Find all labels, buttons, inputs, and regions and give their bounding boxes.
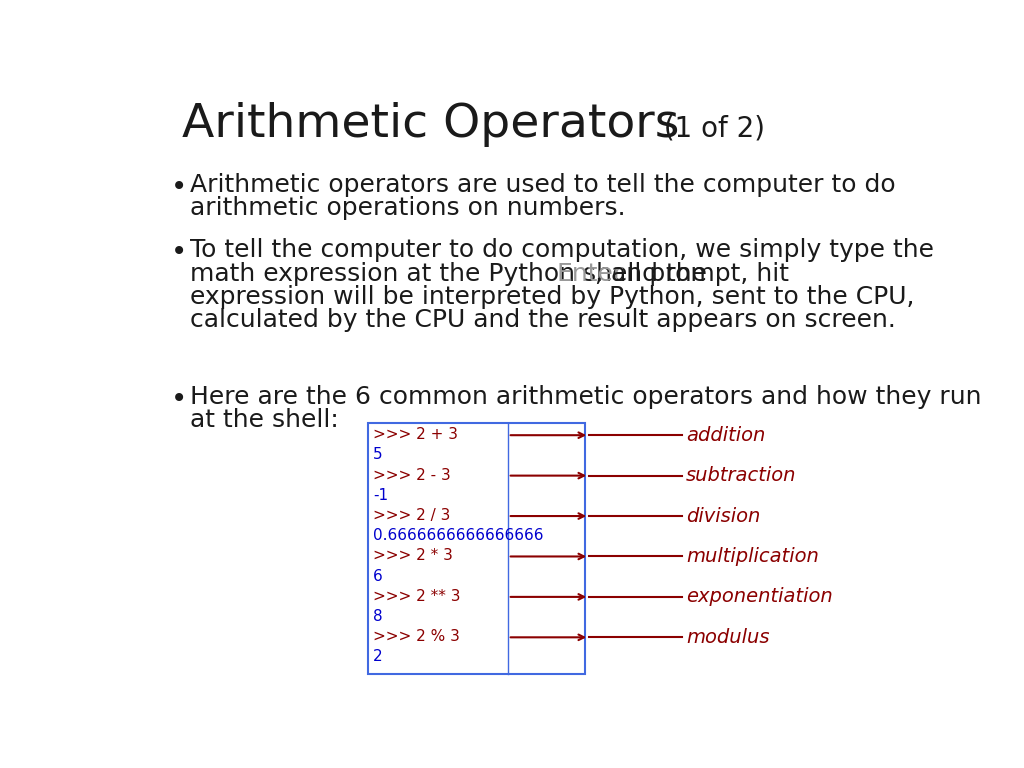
Text: •: •: [171, 238, 186, 266]
Text: 5: 5: [373, 447, 383, 462]
Text: math expression at the Python shell prompt, hit: math expression at the Python shell prom…: [190, 262, 797, 286]
Text: division: division: [686, 507, 761, 525]
Text: -1: -1: [373, 488, 388, 503]
Text: , and the: , and the: [595, 262, 707, 286]
Text: 2: 2: [373, 650, 383, 664]
Text: 6: 6: [373, 568, 383, 584]
Text: >>> 2 * 3: >>> 2 * 3: [373, 548, 453, 564]
Text: arithmetic operations on numbers.: arithmetic operations on numbers.: [190, 196, 626, 220]
Text: >>> 2 / 3: >>> 2 / 3: [373, 508, 451, 523]
Text: Enter: Enter: [556, 262, 624, 286]
Text: •: •: [171, 173, 186, 201]
Text: Arithmetic Operators: Arithmetic Operators: [181, 102, 679, 147]
Text: >>> 2 ** 3: >>> 2 ** 3: [373, 589, 461, 604]
Text: Arithmetic operators are used to tell the computer to do: Arithmetic operators are used to tell th…: [190, 173, 896, 197]
Text: 0.6666666666666666: 0.6666666666666666: [373, 528, 544, 543]
Text: addition: addition: [686, 425, 765, 445]
Text: >>> 2 + 3: >>> 2 + 3: [373, 427, 458, 442]
Text: exponentiation: exponentiation: [686, 588, 833, 607]
Text: at the shell:: at the shell:: [190, 408, 339, 432]
Text: modulus: modulus: [686, 627, 769, 647]
Text: •: •: [171, 385, 186, 412]
Text: expression will be interpreted by Python, sent to the CPU,: expression will be interpreted by Python…: [190, 285, 914, 309]
Bar: [369, 423, 586, 674]
Text: To tell the computer to do computation, we simply type the: To tell the computer to do computation, …: [190, 238, 934, 263]
Text: >>> 2 - 3: >>> 2 - 3: [373, 468, 451, 482]
Text: Here are the 6 common arithmetic operators and how they run: Here are the 6 common arithmetic operato…: [190, 385, 981, 409]
Text: >>> 2 % 3: >>> 2 % 3: [373, 629, 460, 644]
Text: calculated by the CPU and the result appears on screen.: calculated by the CPU and the result app…: [190, 308, 896, 332]
Text: multiplication: multiplication: [686, 547, 819, 566]
Text: 8: 8: [373, 609, 383, 624]
Text: (1 of 2): (1 of 2): [655, 115, 765, 143]
Text: subtraction: subtraction: [686, 466, 797, 485]
